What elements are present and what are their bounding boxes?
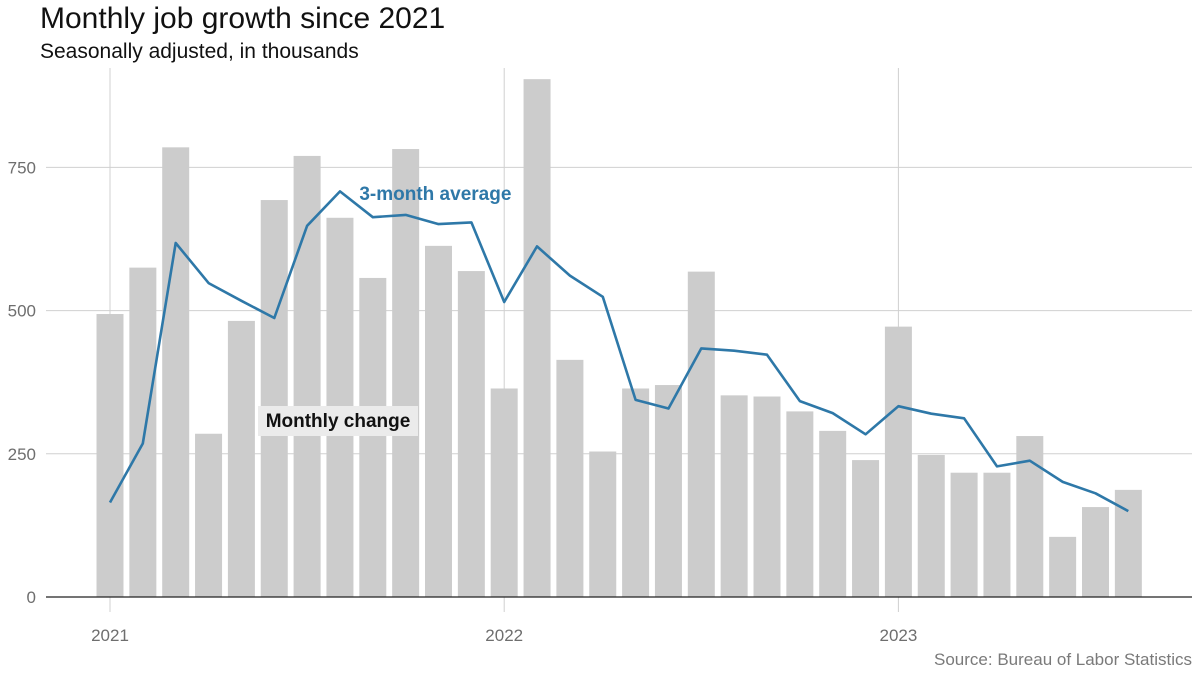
annotation-monthly-change: Monthly change xyxy=(266,411,411,432)
bar-2023-07 xyxy=(1082,507,1109,597)
bar-2021-05 xyxy=(227,320,255,597)
annotation-monthly-change-bg xyxy=(258,406,418,437)
bar-2022-05 xyxy=(622,388,650,597)
bar-2021-12 xyxy=(457,271,485,597)
bar-2022-12 xyxy=(852,460,880,597)
bar-series-monthly-change xyxy=(96,79,1142,598)
x-tick-label-2021: 2021 xyxy=(91,626,129,645)
y-tick-label-750: 750 xyxy=(8,158,36,177)
bar-2022-01 xyxy=(490,388,518,597)
bar-2022-08 xyxy=(720,395,748,597)
bar-2021-03 xyxy=(162,147,190,597)
bar-2021-01 xyxy=(96,314,124,597)
bar-2022-02 xyxy=(523,79,551,597)
chart-subtitle: Seasonally adjusted, in thousands xyxy=(40,40,359,63)
x-tick-label-2023: 2023 xyxy=(879,626,917,645)
line-series-3-month-average xyxy=(108,190,1129,513)
chart-title: Monthly job growth since 2021 xyxy=(40,2,446,35)
bar-2021-02 xyxy=(129,267,157,597)
bar-2023-01 xyxy=(884,326,912,597)
bar-2023-04 xyxy=(983,472,1011,597)
y-tick-label-500: 500 xyxy=(8,302,36,321)
bar-2021-09 xyxy=(359,277,387,597)
bar-2022-09 xyxy=(753,396,781,597)
bar-2021-07 xyxy=(293,155,321,597)
bar-2023-03 xyxy=(950,472,978,597)
bar-2021-04 xyxy=(195,433,223,597)
bar-2021-11 xyxy=(425,245,452,597)
bar-2022-04 xyxy=(589,451,617,597)
bar-2022-07 xyxy=(687,271,715,597)
annotation-3-month-average: 3-month average xyxy=(359,184,511,205)
bar-2021-10 xyxy=(392,149,420,598)
x-tick-label-2022: 2022 xyxy=(485,626,523,645)
y-tick-label-0: 0 xyxy=(27,588,36,607)
bar-2022-11 xyxy=(819,430,847,597)
source-note: Source: Bureau of Labor Statistics xyxy=(934,650,1192,669)
bar-2021-06 xyxy=(260,200,288,597)
line-3-month-average xyxy=(108,190,1129,513)
annotations: 3-month average Monthly change xyxy=(258,184,511,437)
bar-2023-06 xyxy=(1049,536,1077,597)
bar-2022-03 xyxy=(556,359,584,597)
bar-2022-06 xyxy=(654,385,682,597)
y-tick-label-250: 250 xyxy=(8,445,36,464)
bar-2023-08 xyxy=(1114,489,1142,597)
axes: 0 250 500 750 2021 2022 2023 xyxy=(8,158,1192,645)
bar-2022-10 xyxy=(786,411,814,597)
bar-2023-02 xyxy=(917,454,945,597)
